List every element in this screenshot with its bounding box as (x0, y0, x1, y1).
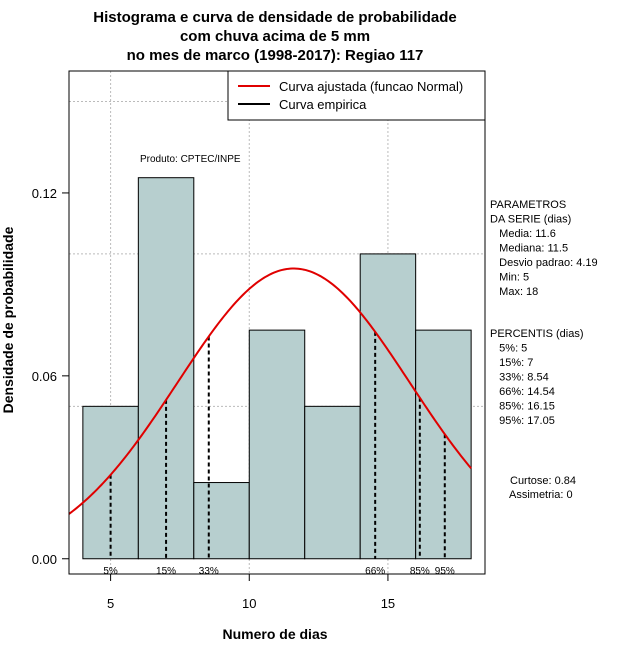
param-line-2: Media: 11.6 (490, 228, 556, 240)
y-axis: 0.00 0.06 0.12 (32, 186, 69, 567)
percentile-stat-1: 5%: 5 (490, 343, 527, 355)
percentile-lines: 5% 15% 33% 66% 85% 95% (103, 331, 455, 577)
histogram-bar-1 (137, 177, 195, 560)
param-line-5: Min: 5 (490, 272, 529, 284)
x-tick-label-0: 5 (107, 596, 114, 611)
percentile-label-0: 5% (103, 566, 118, 577)
histogram-bar-6 (415, 329, 472, 560)
title-line-3: no mes de marco (1998-2017): Regiao 117 (127, 47, 424, 64)
series-percentiles: PERCENTIS (dias) 5%: 5 15%: 7 33%: 8.54 … (490, 328, 584, 427)
percentile-stat-0: PERCENTIS (dias) (490, 328, 584, 340)
legend-box (227, 70, 486, 121)
x-axis: 5 10 15 (107, 573, 395, 611)
percentile-stat-3: 33%: 8.54 (490, 372, 549, 384)
y-axis-title: Densidade de probabilidade (0, 226, 16, 413)
histogram-bar-2 (193, 482, 250, 560)
percentile-label-3: 66% (365, 566, 385, 577)
chart-title: Histograma e curva de densidade de proba… (93, 9, 456, 64)
source-annotation: Produto: CPTEC/INPE (140, 154, 241, 165)
legend: Curva ajustada (funcao Normal) Curva emp… (227, 70, 486, 121)
histogram-bar-5 (359, 253, 417, 560)
x-tick-label-2: 15 (381, 596, 395, 611)
percentile-stat-2: 15%: 7 (490, 357, 533, 369)
title-line-1: Histograma e curva de densidade de proba… (93, 9, 456, 26)
title-line-2: com chuva acima de 5 mm (180, 28, 370, 45)
percentile-stat-4: 66%: 14.54 (490, 386, 555, 398)
histogram-bars (82, 177, 472, 560)
param-line-0: PARAMETROS (490, 199, 566, 211)
kurtosis-value: Curtose: 0.84 (510, 475, 576, 487)
y-tick-label-2: 0.12 (32, 186, 57, 201)
percentile-label-1: 15% (156, 566, 176, 577)
histogram-bar-3 (248, 329, 306, 560)
legend-label-normal: Curva ajustada (funcao Normal) (279, 79, 463, 94)
histogram-bar-4 (304, 405, 361, 560)
param-line-6: Max: 18 (490, 286, 538, 298)
percentile-label-2: 33% (199, 566, 219, 577)
y-tick-label-1: 0.06 (32, 369, 57, 384)
param-line-1: DA SERIE (dias) (490, 214, 571, 226)
percentile-label-5: 95% (435, 566, 455, 577)
percentile-stat-5: 85%: 16.15 (490, 401, 555, 413)
skewness-value: Assimetria: 0 (509, 489, 573, 501)
x-axis-title: Numero de dias (222, 626, 327, 642)
param-line-4: Desvio padrao: 4.19 (490, 257, 598, 269)
percentile-label-4: 85% (410, 566, 430, 577)
param-line-3: Mediana: 11.5 (490, 243, 568, 255)
normal-curve (68, 267, 472, 515)
percentile-stat-6: 95%: 17.05 (490, 415, 555, 427)
x-tick-label-1: 10 (242, 596, 256, 611)
series-parameters: PARAMETROS DA SERIE (dias) Media: 11.6 Me… (490, 199, 598, 298)
legend-label-empirical: Curva empirica (279, 97, 367, 112)
y-tick-label-0: 0.00 (32, 552, 57, 567)
